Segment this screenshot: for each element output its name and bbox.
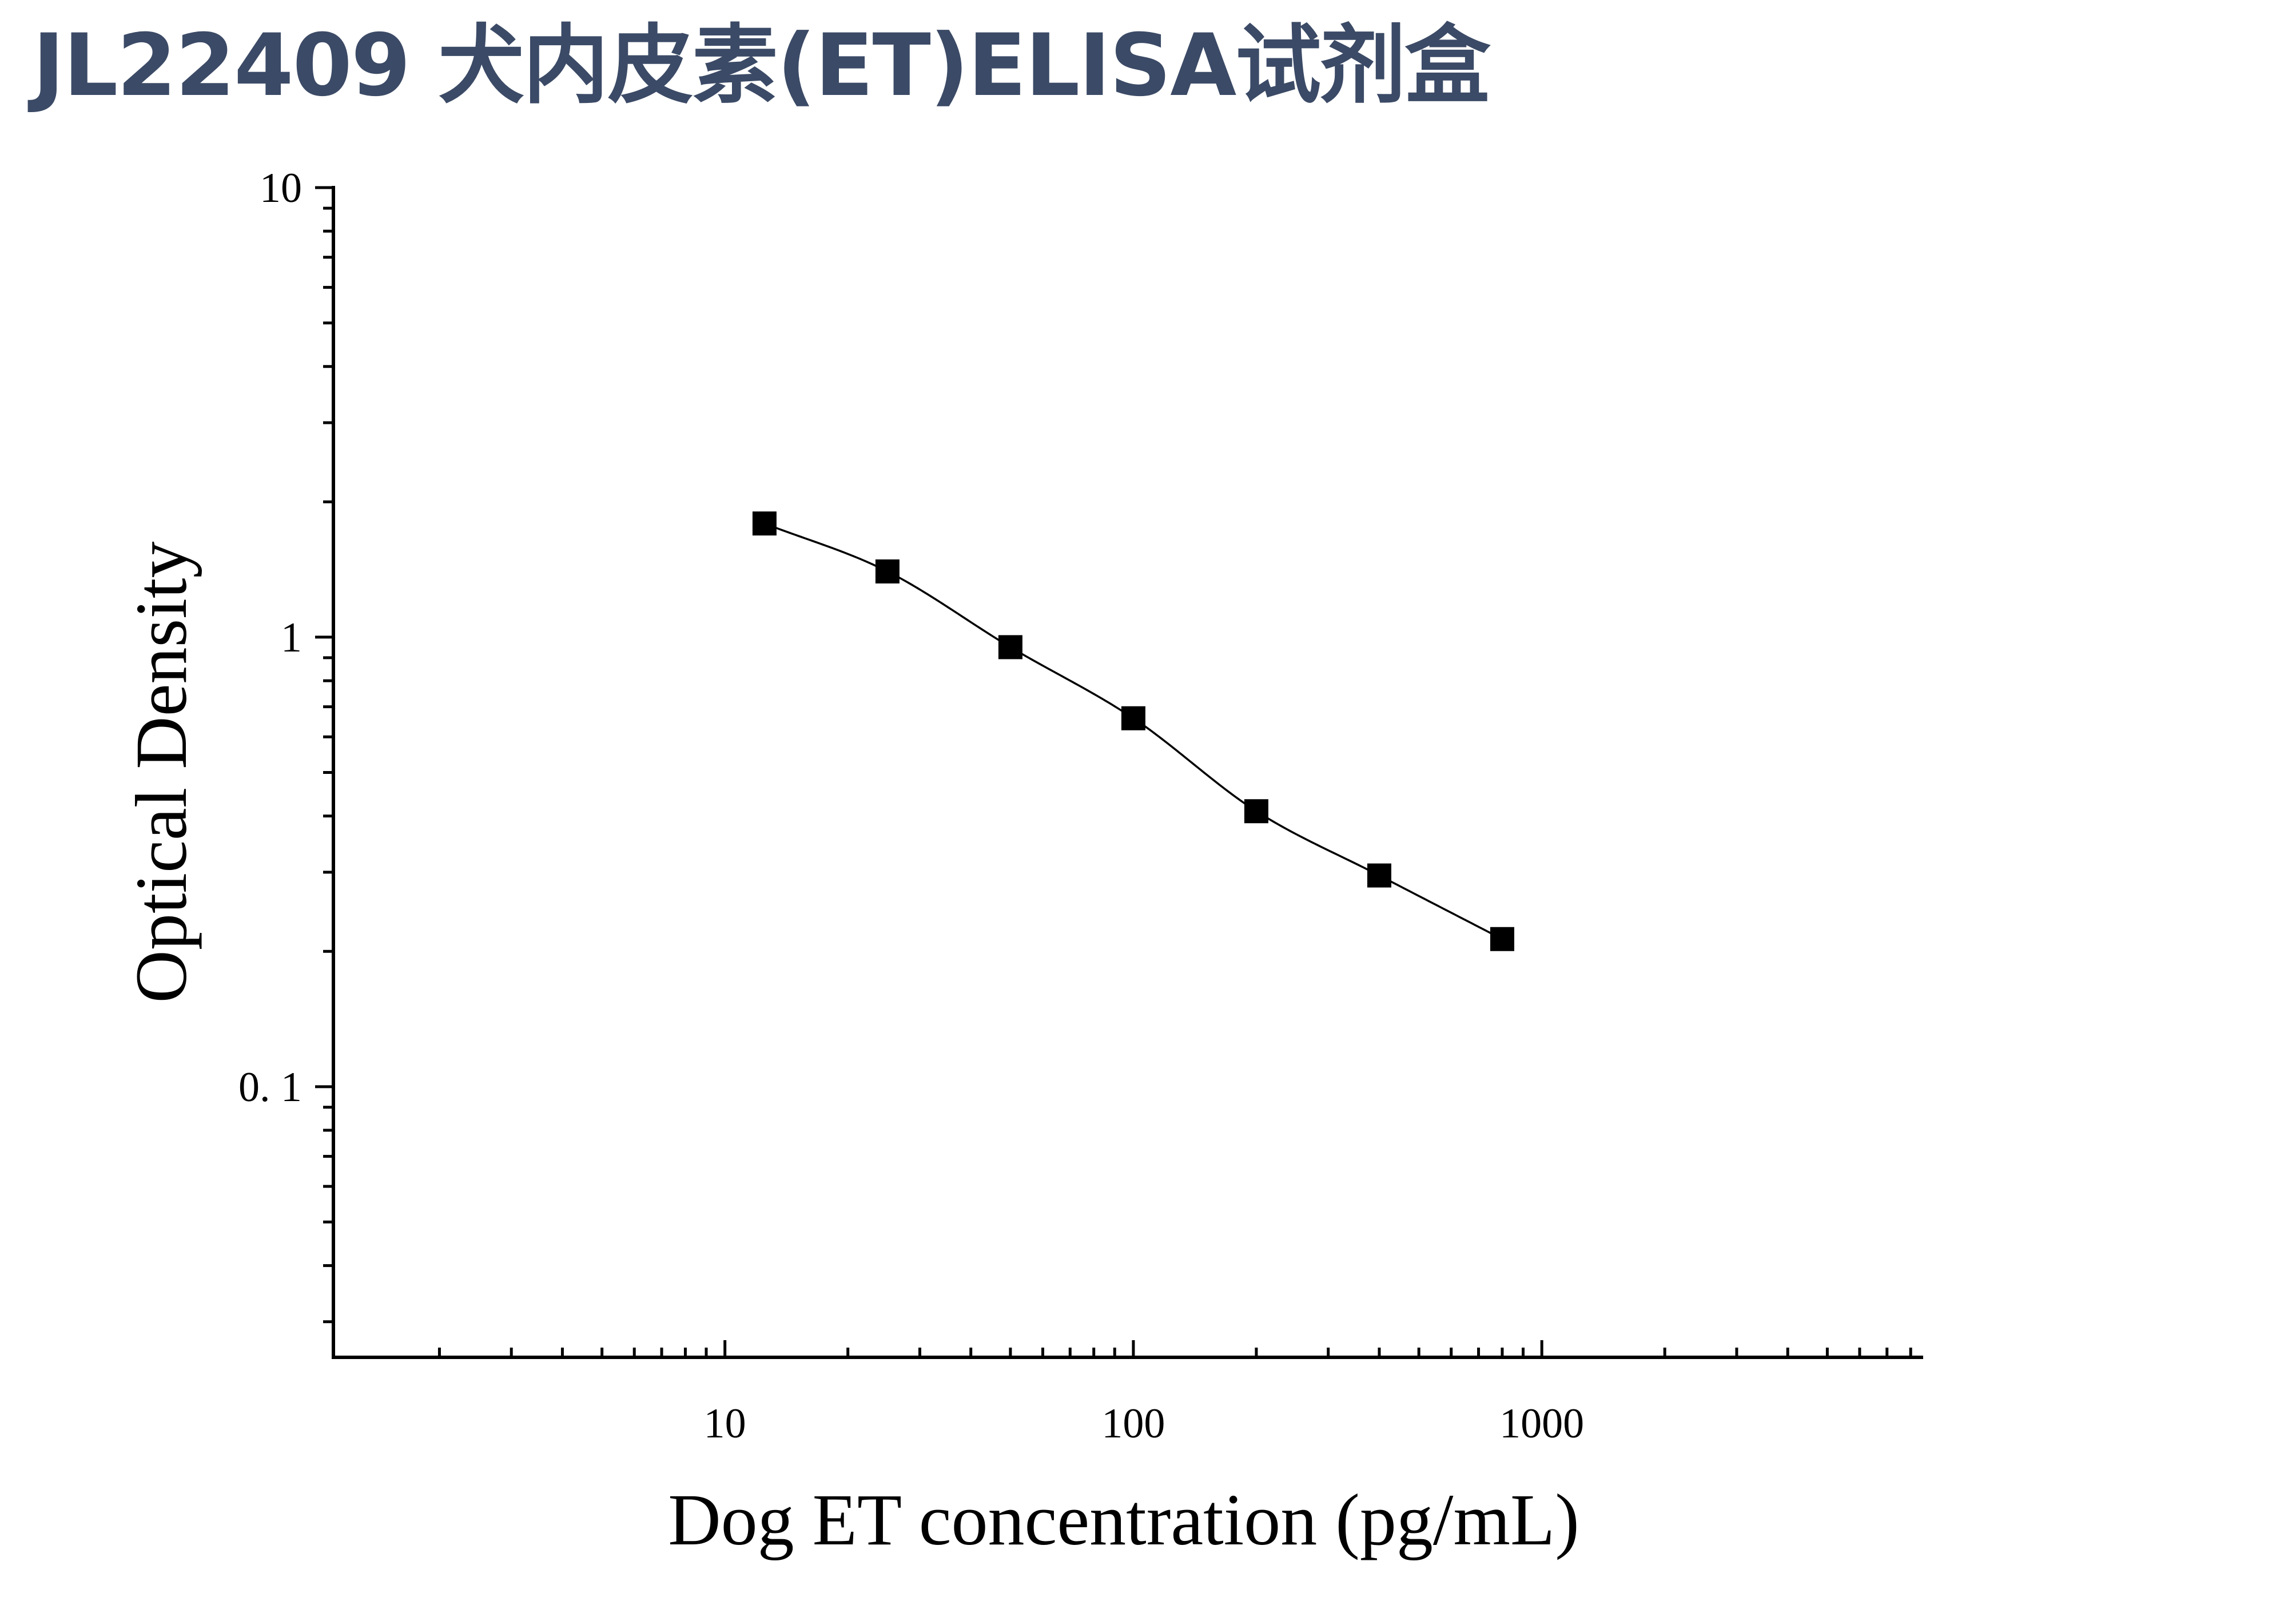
data-point (1121, 706, 1145, 730)
data-point (1244, 799, 1268, 824)
page-title: JL22409 犬内皮素(ET)ELISA试剂盒 (33, 16, 1490, 116)
y-tick-label: 10 (260, 165, 302, 212)
x-tick-label: 100 (1101, 1400, 1165, 1447)
fit-curve (764, 522, 1503, 940)
data-point (875, 559, 900, 584)
x-tick-label: 1000 (1499, 1400, 1584, 1447)
data-points (752, 511, 1514, 951)
y-tick-label: 1 (281, 614, 302, 661)
tick-labels: 10 100 1000 0. 1 1 10 (238, 165, 1584, 1447)
y-axis-title: Optical Density (121, 542, 202, 1003)
fit-curve-line (764, 522, 1503, 940)
x-tick-label: 10 (704, 1400, 746, 1447)
y-tick-label: 0. 1 (238, 1064, 302, 1111)
data-point (1490, 927, 1514, 951)
x-axis-title: Dog ET concentration (pg/mL) (668, 1479, 1579, 1560)
data-point (752, 511, 777, 536)
axes (315, 186, 1923, 1359)
data-point (998, 635, 1022, 660)
data-point (1367, 863, 1391, 888)
